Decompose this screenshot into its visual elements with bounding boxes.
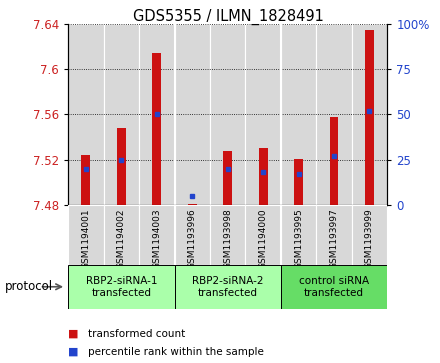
Bar <box>246 24 281 205</box>
Text: GDS5355 / ILMN_1828491: GDS5355 / ILMN_1828491 <box>133 9 324 25</box>
Bar <box>281 24 316 205</box>
Bar <box>210 205 246 265</box>
Text: GSM1194000: GSM1194000 <box>259 208 268 269</box>
Bar <box>316 24 352 205</box>
Bar <box>223 151 232 205</box>
Text: GSM1193998: GSM1193998 <box>223 208 232 269</box>
Bar <box>365 30 374 205</box>
Bar <box>68 205 104 265</box>
Text: percentile rank within the sample: percentile rank within the sample <box>88 347 264 357</box>
Bar <box>210 24 246 205</box>
Bar <box>188 204 197 205</box>
Bar <box>352 205 387 265</box>
Bar <box>259 148 268 205</box>
Bar <box>281 265 387 309</box>
Bar <box>175 265 281 309</box>
Text: ■: ■ <box>68 329 79 339</box>
Text: GSM1193995: GSM1193995 <box>294 208 303 269</box>
Bar <box>81 155 90 205</box>
Text: GSM1193996: GSM1193996 <box>188 208 197 269</box>
Bar <box>175 205 210 265</box>
Text: ■: ■ <box>68 347 79 357</box>
Text: transformed count: transformed count <box>88 329 185 339</box>
Bar <box>139 205 175 265</box>
Bar <box>68 24 104 205</box>
Text: protocol: protocol <box>4 280 52 293</box>
Bar <box>246 205 281 265</box>
Bar <box>316 205 352 265</box>
Bar <box>104 24 139 205</box>
Text: GSM1194001: GSM1194001 <box>81 208 91 269</box>
Text: RBP2-siRNA-1
transfected: RBP2-siRNA-1 transfected <box>86 276 157 298</box>
Text: control siRNA
transfected: control siRNA transfected <box>299 276 369 298</box>
Bar <box>117 128 126 205</box>
Text: GSM1193997: GSM1193997 <box>330 208 338 269</box>
Bar <box>330 117 338 205</box>
Bar <box>139 24 175 205</box>
Bar <box>104 205 139 265</box>
Text: GSM1194003: GSM1194003 <box>152 208 161 269</box>
Text: GSM1193999: GSM1193999 <box>365 208 374 269</box>
Bar <box>294 159 303 205</box>
Bar <box>352 24 387 205</box>
Bar <box>175 24 210 205</box>
Text: RBP2-siRNA-2
transfected: RBP2-siRNA-2 transfected <box>192 276 264 298</box>
Bar <box>281 205 316 265</box>
Bar <box>68 265 175 309</box>
Text: GSM1194002: GSM1194002 <box>117 208 126 269</box>
Bar <box>152 53 161 205</box>
